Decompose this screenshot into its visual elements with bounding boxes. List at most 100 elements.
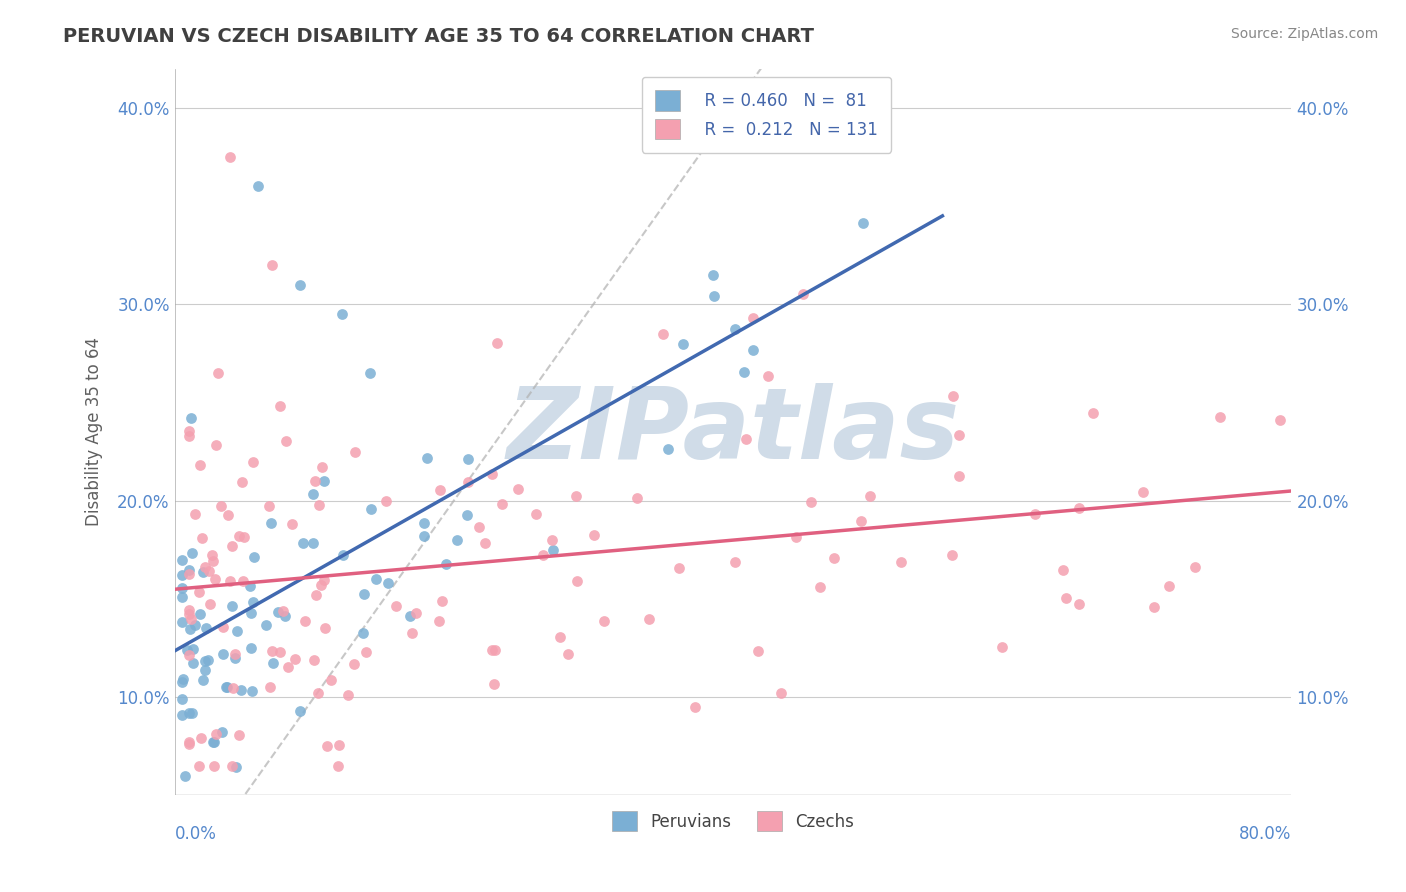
- Point: [188, 607, 211, 622]
- Point: [239, 579, 262, 593]
- Point: [353, 587, 375, 601]
- Point: [302, 487, 325, 501]
- Point: [315, 739, 337, 754]
- Text: Source: ZipAtlas.com: Source: ZipAtlas.com: [1230, 27, 1378, 41]
- Point: [1270, 413, 1292, 427]
- Point: [170, 708, 193, 723]
- Point: [352, 626, 374, 640]
- Point: [201, 548, 224, 562]
- Point: [183, 617, 205, 632]
- Point: [191, 531, 214, 545]
- Point: [405, 606, 427, 620]
- Point: [292, 536, 315, 550]
- Point: [474, 536, 496, 550]
- Point: [524, 507, 547, 521]
- Point: [792, 287, 814, 301]
- Point: [262, 258, 284, 272]
- Point: [212, 620, 235, 634]
- Point: [1067, 501, 1090, 516]
- Point: [170, 567, 193, 582]
- Point: [541, 533, 564, 547]
- Point: [274, 434, 297, 448]
- Point: [211, 725, 233, 739]
- Point: [188, 585, 211, 599]
- Point: [222, 681, 245, 695]
- Point: [1054, 591, 1077, 605]
- Point: [311, 459, 333, 474]
- Text: 0.0%: 0.0%: [174, 825, 217, 843]
- Point: [360, 501, 382, 516]
- Point: [810, 580, 832, 594]
- Point: [176, 643, 198, 657]
- Point: [302, 536, 325, 550]
- Point: [481, 642, 503, 657]
- Point: [194, 559, 217, 574]
- Point: [170, 674, 193, 689]
- Point: [1052, 563, 1074, 577]
- Point: [240, 684, 263, 698]
- Point: [197, 652, 219, 666]
- Point: [412, 516, 434, 531]
- Point: [172, 692, 194, 706]
- Point: [785, 530, 807, 544]
- Point: [415, 451, 437, 466]
- Point: [304, 475, 326, 489]
- Point: [583, 528, 606, 542]
- Point: [305, 588, 328, 602]
- Point: [308, 498, 330, 512]
- Point: [181, 657, 204, 671]
- Point: [269, 645, 291, 659]
- Point: [177, 735, 200, 749]
- Legend: Peruvians, Czechs: Peruvians, Czechs: [606, 805, 860, 838]
- Point: [491, 497, 513, 511]
- Point: [307, 686, 329, 700]
- Point: [1209, 410, 1232, 425]
- Point: [247, 179, 270, 194]
- Point: [672, 336, 695, 351]
- Point: [314, 475, 336, 489]
- Point: [942, 389, 965, 403]
- Point: [177, 602, 200, 616]
- Point: [179, 424, 201, 438]
- Point: [214, 680, 236, 694]
- Point: [742, 343, 765, 357]
- Point: [328, 759, 350, 773]
- Point: [565, 574, 588, 588]
- Point: [457, 475, 479, 490]
- Point: [374, 494, 396, 508]
- Point: [271, 604, 294, 618]
- Point: [742, 310, 765, 325]
- Point: [177, 607, 200, 621]
- Point: [190, 731, 212, 745]
- Point: [800, 495, 823, 509]
- Point: [823, 550, 845, 565]
- Point: [202, 759, 225, 773]
- Point: [468, 519, 491, 533]
- Point: [180, 410, 202, 425]
- Point: [219, 150, 242, 164]
- Point: [769, 686, 792, 700]
- Point: [1069, 597, 1091, 611]
- Point: [281, 517, 304, 532]
- Point: [723, 322, 745, 336]
- Point: [401, 626, 423, 640]
- Point: [177, 706, 200, 720]
- Point: [269, 399, 291, 413]
- Point: [205, 438, 228, 452]
- Point: [412, 529, 434, 543]
- Point: [456, 508, 478, 522]
- Point: [638, 612, 661, 626]
- Point: [1024, 507, 1046, 521]
- Point: [224, 650, 246, 665]
- Point: [202, 554, 225, 568]
- Point: [259, 681, 281, 695]
- Point: [531, 548, 554, 562]
- Point: [302, 653, 325, 667]
- Point: [337, 688, 360, 702]
- Point: [747, 644, 769, 658]
- Point: [274, 608, 297, 623]
- Point: [593, 614, 616, 628]
- Point: [177, 648, 200, 662]
- Point: [170, 553, 193, 567]
- Point: [209, 500, 232, 514]
